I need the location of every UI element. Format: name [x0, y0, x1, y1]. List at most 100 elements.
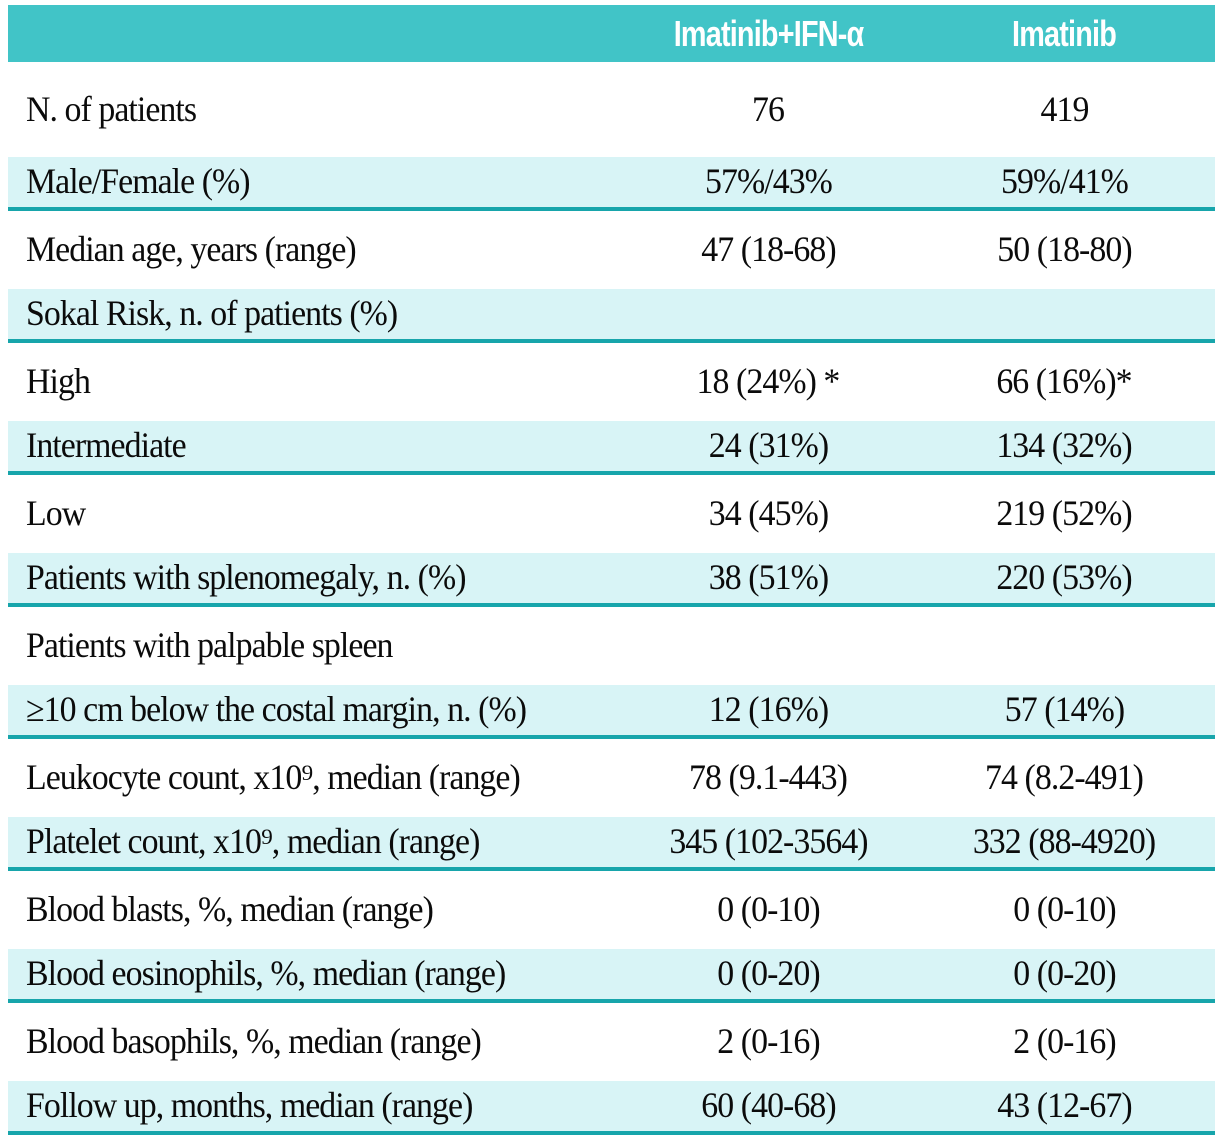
- row-label-cell: Low: [8, 493, 624, 534]
- row-label-cell: Median age, years (range): [8, 229, 624, 270]
- row-value-imatinib: 219 (52%): [996, 493, 1132, 534]
- row-value-imatinib-cell: 0 (0-10): [913, 889, 1215, 930]
- row-value-imatinib-cell: 43 (12-67): [913, 1085, 1215, 1126]
- row-value-imatinib-ifn: 18 (24%) *: [696, 361, 841, 402]
- table-row: ≥10 cm below the costal margin, n. (%) 1…: [8, 685, 1215, 739]
- row-value-imatinib-cell: 134 (32%): [913, 425, 1215, 466]
- row-label-cell: Blood eosinophils, %, median (range): [8, 953, 624, 994]
- row-value-imatinib-ifn: 2 (0-16): [717, 1021, 820, 1062]
- row-value-imatinib-ifn-cell: 18 (24%) *: [624, 361, 914, 402]
- row-value-imatinib-ifn: 34 (45%): [708, 493, 829, 534]
- row-value-imatinib-ifn: 0 (0-20): [717, 953, 820, 994]
- row-value-imatinib-ifn: 60 (40-68): [701, 1085, 836, 1126]
- row-value-imatinib-cell: 59%/41%: [913, 161, 1215, 202]
- row-value-imatinib-ifn: 78 (9.1-443): [689, 757, 848, 798]
- row-label: Low: [26, 493, 86, 534]
- row-value-imatinib-cell: 419: [913, 90, 1215, 129]
- row-value-imatinib-ifn-cell: 38 (51%): [624, 557, 914, 598]
- row-value-imatinib-cell: 74 (8.2-491): [913, 757, 1215, 798]
- row-value-imatinib-cell: [913, 627, 1215, 665]
- row-label-cell: Platelet count, x10⁹, median (range): [8, 821, 624, 862]
- row-label-cell: Sokal Risk, n. of patients (%): [8, 293, 624, 334]
- row-value-imatinib-cell: 219 (52%): [913, 493, 1215, 534]
- row-value-imatinib: 57 (14%): [1004, 689, 1124, 730]
- table-header-row: Imatinib+IFN-α Imatinib: [8, 5, 1215, 62]
- row-label-cell: Intermediate: [8, 425, 624, 466]
- row-value-imatinib-cell: 66 (16%)*: [913, 361, 1215, 402]
- table-row: Intermediate 24 (31%) 134 (32%): [8, 421, 1215, 475]
- row-label: Blood eosinophils, %, median (range): [26, 953, 506, 994]
- row-label: Follow up, months, median (range): [26, 1085, 473, 1126]
- table-row: Blood basophils, %, median (range) 2 (0-…: [8, 1003, 1215, 1081]
- row-value-imatinib-ifn: 38 (51%): [708, 557, 829, 598]
- row-value-imatinib-ifn: 0 (0-10): [717, 889, 820, 930]
- row-value-imatinib-cell: [913, 295, 1215, 333]
- row-value-imatinib: 74 (8.2-491): [985, 757, 1144, 798]
- row-label: Blood basophils, %, median (range): [26, 1021, 482, 1062]
- row-value-imatinib: 59%/41%: [1000, 161, 1129, 202]
- row-label: Male/Female (%): [26, 161, 251, 202]
- header-label-imatinib-ifn: Imatinib+IFN-α: [673, 12, 865, 54]
- table-row: Low 34 (45%) 219 (52%): [8, 475, 1215, 553]
- row-value-imatinib: 0 (0-10): [1012, 889, 1116, 930]
- row-label: Platelet count, x10⁹, median (range): [26, 821, 480, 862]
- table-row: Platelet count, x10⁹, median (range) 345…: [8, 817, 1215, 871]
- table-row: Patients with palpable spleen: [8, 607, 1215, 685]
- header-cell-imatinib: Imatinib: [913, 13, 1215, 55]
- row-value-imatinib-ifn-cell: 2 (0-16): [624, 1021, 914, 1062]
- row-label-cell: Follow up, months, median (range): [8, 1085, 624, 1126]
- row-label: Median age, years (range): [26, 229, 357, 270]
- row-label: Sokal Risk, n. of patients (%): [26, 293, 398, 334]
- row-label-cell: Blood blasts, %, median (range): [8, 889, 624, 930]
- table-row: Blood eosinophils, %, median (range) 0 (…: [8, 949, 1215, 1003]
- table-row: Patients with splenomegaly, n. (%) 38 (5…: [8, 553, 1215, 607]
- row-label-cell: ≥10 cm below the costal margin, n. (%): [8, 689, 624, 730]
- row-value-imatinib-ifn: 57%/43%: [704, 161, 833, 202]
- row-value-imatinib-cell: 50 (18-80): [913, 230, 1215, 269]
- row-value-imatinib-cell: 220 (53%): [913, 557, 1215, 598]
- row-value-imatinib: 66 (16%)*: [996, 361, 1132, 402]
- row-label: Patients with splenomegaly, n. (%): [26, 557, 466, 598]
- row-value-imatinib: 220 (53%): [996, 557, 1132, 598]
- header-cell-imatinib-ifn: Imatinib+IFN-α: [624, 13, 914, 55]
- row-value-imatinib-ifn: 12 (16%): [708, 689, 829, 730]
- table-row: Blood blasts, %, median (range) 0 (0-10)…: [8, 871, 1215, 949]
- table-row: Median age, years (range) 47 (18-68) 50 …: [8, 211, 1215, 289]
- row-value-imatinib-ifn-cell: 0 (0-10): [624, 889, 914, 930]
- table-row: Follow up, months, median (range) 60 (40…: [8, 1081, 1215, 1135]
- row-label-cell: Leukocyte count, x10⁹, median (range): [8, 757, 624, 798]
- table-row: Male/Female (%) 57%/43% 59%/41%: [8, 157, 1215, 211]
- row-value-imatinib-ifn-cell: 76: [624, 88, 914, 129]
- row-label: Patients with palpable spleen: [26, 625, 393, 666]
- row-value-imatinib-ifn-cell: 60 (40-68): [624, 1085, 914, 1126]
- row-value-imatinib-ifn-cell: 12 (16%): [624, 689, 914, 730]
- table-row: N. of patients 76 419: [8, 62, 1215, 157]
- row-label: Leukocyte count, x10⁹, median (range): [26, 757, 521, 798]
- table-row: Leukocyte count, x10⁹, median (range) 78…: [8, 739, 1215, 817]
- table-body: N. of patients 76 419 Male/Female (%) 57…: [8, 62, 1215, 1135]
- row-label-cell: N. of patients: [8, 88, 624, 129]
- row-value-imatinib-ifn-cell: 24 (31%): [624, 425, 914, 466]
- row-label: Blood blasts, %, median (range): [26, 889, 434, 930]
- row-value-imatinib-cell: 2 (0-16): [913, 1022, 1215, 1061]
- row-label-cell: High: [8, 361, 624, 402]
- row-value-imatinib: 0 (0-20): [1012, 953, 1116, 994]
- row-value-imatinib-ifn-cell: 57%/43%: [624, 161, 914, 202]
- row-value-imatinib-ifn-cell: [624, 627, 914, 665]
- row-value-imatinib: 134 (32%): [996, 425, 1132, 466]
- row-value-imatinib: 332 (88-4920): [972, 821, 1156, 862]
- row-label: High: [26, 361, 91, 402]
- row-value-imatinib-cell: 57 (14%): [913, 689, 1215, 730]
- row-value-imatinib-ifn-cell: 345 (102-3564): [624, 822, 914, 861]
- row-label-cell: Blood basophils, %, median (range): [8, 1021, 624, 1062]
- row-value-imatinib-ifn: 76: [752, 88, 785, 129]
- row-value-imatinib-ifn: 24 (31%): [708, 425, 829, 466]
- patient-characteristics-table: Imatinib+IFN-α Imatinib N. of patients 7…: [8, 5, 1215, 1135]
- row-value-imatinib: 43 (12-67): [996, 1085, 1132, 1126]
- row-label: Intermediate: [26, 425, 187, 466]
- row-value-imatinib-cell: 332 (88-4920): [913, 821, 1215, 862]
- row-label: ≥10 cm below the costal margin, n. (%): [26, 689, 527, 730]
- row-label: N. of patients: [26, 88, 197, 129]
- row-value-imatinib-ifn-cell: [624, 295, 914, 333]
- row-value-imatinib-ifn: 47 (18-68): [701, 229, 836, 270]
